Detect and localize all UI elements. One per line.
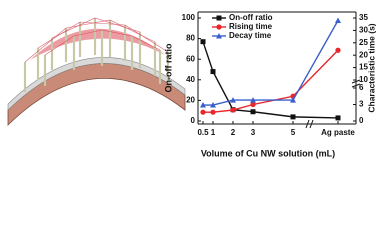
x-tick-label: 0.5 (197, 128, 209, 137)
x-axis-label: Volume of Cu NW solution (mL) (201, 148, 335, 158)
data-point (335, 17, 341, 23)
illustration (7, 17, 186, 126)
y2-tick-label: 3 (359, 100, 364, 109)
y2-tick-label: 15 (359, 63, 368, 72)
x-tick-label: 2 (231, 128, 236, 137)
y-tick-label: 20 (186, 96, 195, 105)
y-tick-label: 40 (186, 75, 195, 84)
x-tick-label: 3 (251, 128, 256, 137)
y-tick-label: 60 (186, 54, 195, 63)
data-point (210, 109, 216, 115)
x-tick-label: 5 (291, 128, 296, 137)
y-tick-label: 0 (191, 116, 196, 125)
legend-marker (216, 15, 222, 21)
legend-label: Decay time (229, 31, 272, 40)
data-point (200, 39, 206, 45)
y-axis-label: On-off ratio (163, 43, 173, 92)
y2-tick-label: 6 (359, 83, 364, 92)
data-point (200, 102, 206, 108)
legend-label: On-off ratio (229, 13, 273, 22)
legend-marker (216, 33, 222, 39)
series-line (202, 41, 339, 119)
data-point (210, 69, 216, 75)
axis-break (351, 79, 361, 88)
legend-marker (216, 24, 222, 30)
data-point (230, 97, 236, 103)
data-point (210, 102, 216, 108)
data-point (200, 109, 206, 115)
y2-tick-label: 0 (359, 116, 364, 125)
axis-break (305, 119, 314, 129)
x-tick-label: Ag paste (321, 128, 355, 137)
data-point (335, 115, 341, 121)
data-point (250, 101, 256, 108)
series-line (203, 20, 339, 106)
data-point (335, 47, 341, 53)
x-tick-label: 1 (211, 128, 216, 137)
data-point (250, 109, 256, 115)
data-point (290, 114, 296, 120)
data-point (290, 97, 296, 103)
y2-tick-label: 20 (359, 50, 368, 59)
y-tick-label: 80 (186, 34, 195, 43)
y2-axis-label: Characteristic time (s) (366, 23, 376, 112)
y2-tick-label: 10 (359, 75, 368, 84)
figure: Volume of Cu NW solution (mL) On-off rat… (7, 11, 376, 158)
y-tick-label: 100 (182, 13, 196, 22)
y2-tick-label: 30 (359, 26, 368, 35)
data-point (250, 97, 256, 103)
y2-tick-label: 25 (359, 38, 368, 47)
y2-tick-label: 35 (359, 13, 368, 22)
legend-label: Rising time (229, 22, 273, 31)
data-point (230, 107, 236, 113)
page: Volume of Cu NW solution (mL) On-off rat… (7, 11, 377, 159)
